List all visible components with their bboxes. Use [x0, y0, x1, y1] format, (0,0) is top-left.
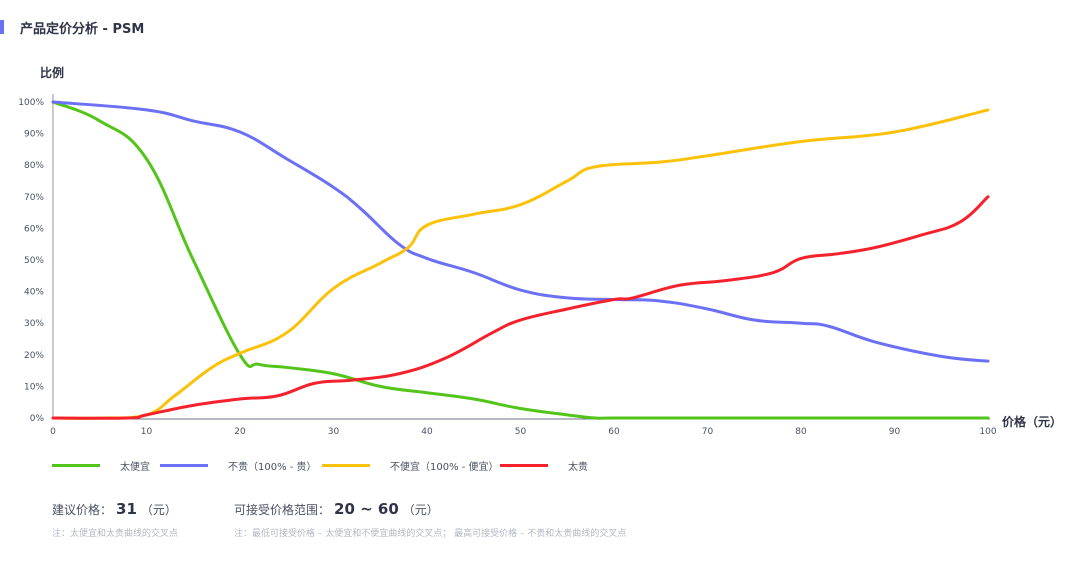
- legend-item-not-expensive[interactable]: 不贵（100% - 贵）: [160, 458, 322, 473]
- y-tick-label: 100%: [18, 98, 44, 108]
- legend-swatch-blue: [160, 464, 208, 467]
- x-tick-label: 40: [421, 427, 433, 437]
- series-too-cheap: [51, 100, 990, 420]
- y-tick-label: 10%: [24, 382, 44, 392]
- x-tick-label: 60: [608, 427, 620, 437]
- x-tick-label: 20: [234, 427, 246, 437]
- x-tick-label: 90: [889, 427, 901, 437]
- y-axis-ticks: 0% 10% 20% 30% 40% 50% 60% 70% 80% 90% 100%: [18, 98, 44, 424]
- y-tick-label: 20%: [24, 351, 44, 361]
- suggested-price-note: 注：太便宜和太贵曲线的交叉点: [52, 529, 179, 539]
- legend-label: 不贵（100% - 贵）: [228, 462, 317, 473]
- acceptable-range-label: 可接受价格范围：: [234, 503, 331, 517]
- x-tick-label: 70: [702, 427, 714, 437]
- legend-item-too-cheap[interactable]: 太便宜: [52, 458, 160, 473]
- y-tick-label: 50%: [24, 256, 44, 266]
- y-tick-label: 80%: [24, 161, 44, 171]
- y-tick-label: 30%: [24, 319, 44, 329]
- acceptable-range-note: 注：最低可接受价格 – 太便宜和不便宜曲线的交叉点； 最高可接受价格 – 不贵和…: [234, 529, 627, 539]
- legend-swatch-yellow: [322, 464, 370, 467]
- x-tick-label: 100: [979, 427, 996, 437]
- x-tick-label: 80: [795, 427, 807, 437]
- series-not-cheap: [51, 108, 990, 420]
- legend-item-too-expensive[interactable]: 太贵: [500, 458, 588, 473]
- y-tick-label: 90%: [24, 130, 44, 140]
- x-tick-label: 50: [515, 427, 527, 437]
- acceptable-range: 可接受价格范围： 20 ~ 60 （元）: [234, 500, 439, 518]
- series-lines: [51, 100, 990, 420]
- title-accent-bar: [0, 20, 4, 34]
- x-axis-ticks: 0 10 20 30 40 50 60 70 80 90 100: [50, 427, 997, 437]
- suggested-price: 建议价格： 31 （元）: [52, 500, 177, 518]
- legend-swatch-green: [52, 464, 100, 467]
- suggested-price-unit: （元）: [140, 503, 177, 517]
- legend-label: 太便宜: [120, 462, 150, 473]
- acceptable-range-value: 20 ~ 60: [334, 500, 399, 518]
- legend-label: 不便宜（100% - 便宜）: [390, 462, 499, 473]
- chart-legend: 太便宜 不贵（100% - 贵） 不便宜（100% - 便宜） 太贵: [52, 458, 588, 473]
- series-not-expensive: [51, 100, 990, 363]
- x-axis-label: 价格（元）: [1002, 415, 1063, 429]
- series-too-expensive: [51, 195, 990, 420]
- legend-item-not-cheap[interactable]: 不便宜（100% - 便宜）: [322, 458, 500, 473]
- y-axis-label: 比例: [40, 66, 65, 80]
- y-tick-label: 60%: [24, 224, 44, 234]
- suggested-price-label: 建议价格：: [52, 503, 113, 517]
- x-tick-label: 30: [328, 427, 340, 437]
- y-tick-label: 40%: [24, 288, 44, 298]
- suggested-price-value: 31: [116, 500, 137, 518]
- legend-swatch-red: [500, 464, 548, 467]
- x-tick-label: 10: [141, 427, 153, 437]
- y-tick-label: 70%: [24, 193, 44, 203]
- y-tick-label: 0%: [30, 414, 45, 424]
- page-title: 产品定价分析 - PSM: [20, 22, 145, 37]
- legend-label: 太贵: [568, 462, 588, 473]
- x-tick-label: 0: [50, 427, 56, 437]
- acceptable-range-unit: （元）: [402, 503, 439, 517]
